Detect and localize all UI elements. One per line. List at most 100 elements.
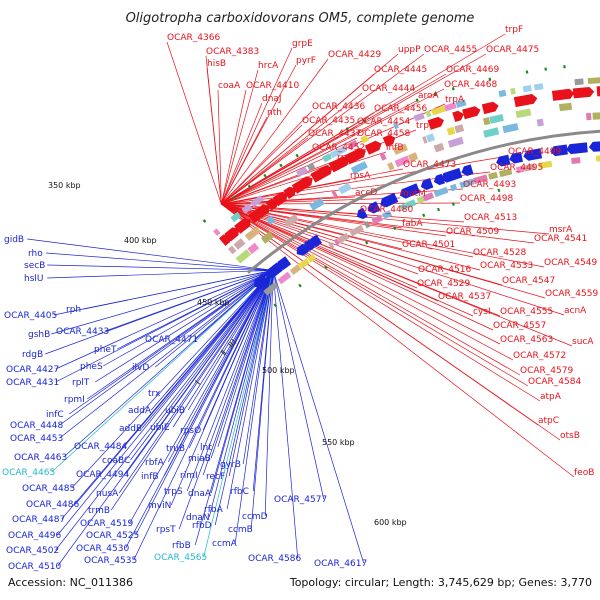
gene-label: OCAR_4559	[545, 289, 598, 299]
outer-cog-block	[444, 102, 457, 112]
gene-label: dnaA	[188, 489, 212, 499]
label-line	[221, 92, 363, 205]
label-line	[170, 270, 274, 506]
outer-gc-tick	[433, 92, 437, 96]
gene-label: OCAR_4496	[8, 531, 61, 541]
forward-strand-arrow	[265, 198, 278, 211]
gene-label: rpsO	[180, 426, 201, 436]
gene-label: OCAR_4555	[500, 307, 553, 317]
gene-label: trpB	[416, 121, 435, 131]
label-line	[250, 270, 274, 530]
gene-label: OCAR_4529	[417, 279, 470, 289]
mid-cog-block	[559, 102, 572, 112]
label-line	[221, 124, 303, 205]
label-line	[221, 102, 263, 205]
mid-cog-block	[489, 114, 504, 124]
gene-label: OCAR_4366	[167, 33, 220, 43]
inner-cog-block	[247, 242, 260, 255]
gene-label: rpoN	[337, 153, 359, 163]
gene-label: dnaJ	[262, 94, 282, 104]
forward-strand-arrow	[481, 101, 499, 115]
label-line	[150, 270, 274, 411]
label-line	[217, 89, 222, 205]
kbp-ruler: 350 kbp 400 kbp 450 kbp 500 kbp 550 kbp 600 k…	[48, 181, 407, 527]
reverse-strand-arrow	[566, 142, 588, 155]
label-line	[221, 129, 417, 205]
inner-gc-tick	[298, 283, 302, 288]
label-line	[47, 269, 274, 279]
gene-label: rimI	[180, 471, 198, 481]
gene-label: trmB	[88, 506, 110, 516]
inner-cog-block	[502, 123, 519, 134]
gene-label: OCAR_4435	[302, 116, 355, 126]
inner-cog-block	[235, 249, 252, 264]
reverse-strand-arrow	[550, 144, 568, 157]
mid-cog-block	[244, 226, 261, 241]
mid-cog-block	[350, 161, 368, 175]
gene-label: sucA	[572, 337, 594, 347]
gene-label: OCAR_4586	[248, 554, 301, 564]
gene-label: gshB	[28, 330, 50, 340]
mid-cog-block	[422, 136, 428, 144]
outer-gc-tick	[295, 153, 299, 158]
inner-cog-block	[283, 214, 299, 228]
gene-label: trpA	[445, 95, 465, 105]
forward-strand-arrow	[427, 116, 444, 130]
inner-gc-tick	[273, 303, 278, 308]
inner-gc-tick	[324, 265, 328, 270]
rev-cog-block	[473, 174, 488, 185]
gene-label: trx	[148, 389, 161, 399]
label-line	[130, 270, 274, 461]
gene-label: OCAR_4565	[154, 553, 207, 563]
forward-strand-arrow	[272, 192, 288, 207]
outer-gc-tick	[263, 173, 267, 178]
reverse-strand-arrow	[303, 239, 315, 251]
reverse-strand-arrow	[588, 141, 600, 152]
gene-label: rfbB	[172, 541, 191, 551]
gene-label: nusA	[96, 489, 119, 499]
outer-cog-block	[241, 203, 253, 214]
label-line	[57, 270, 274, 567]
label-line	[51, 270, 274, 335]
gene-label: secB	[24, 261, 45, 271]
gene-label: pheT	[94, 345, 117, 355]
mid-cog-block	[515, 108, 532, 119]
rev-cog-block	[459, 178, 475, 189]
topology-text: Topology: circular; Length: 3,745,629 bp…	[289, 576, 592, 589]
gene-label: OCAR_4405	[4, 311, 57, 321]
gene-label: OCAR_4513	[464, 213, 517, 223]
gene-label: atpC	[538, 416, 559, 426]
kbp-label: 400 kbp	[124, 236, 157, 245]
outer-cog-block	[360, 135, 369, 144]
gene-label: otsB	[560, 431, 580, 441]
inner-gc-tick	[497, 188, 501, 193]
rev-cog-block	[382, 210, 392, 220]
gene-label: trpF	[505, 25, 523, 35]
kbp-tick	[221, 349, 227, 355]
label-line	[217, 270, 274, 448]
gene-label: addB	[119, 424, 142, 434]
reverse-strand-arrow	[523, 148, 543, 161]
outer-gc-tick	[415, 98, 419, 102]
gene-label: rplT	[72, 378, 90, 388]
label-line	[61, 270, 274, 520]
gene-label: rfbC	[230, 487, 249, 497]
gene-label: OCAR_4383	[206, 47, 259, 57]
outer-cog-block	[306, 162, 316, 171]
gene-label: hrcA	[258, 61, 279, 71]
reverse-strand-arrow	[399, 183, 421, 199]
inner-gc-tick	[436, 207, 441, 212]
gene-label: OCAR_4563	[500, 335, 553, 345]
rev-cog-block	[416, 195, 425, 204]
label-line	[187, 270, 274, 411]
gene-label: dnaN	[186, 513, 210, 523]
rev-cog-block	[263, 282, 279, 296]
inner-cog-block	[447, 136, 464, 148]
gene-label: mviN	[148, 501, 171, 511]
gene-label: rpsT	[156, 525, 176, 535]
gene-label: pyrF	[296, 56, 316, 66]
gene-label: coaBC	[102, 456, 130, 466]
label-line	[202, 270, 274, 476]
rev-cog-block	[595, 155, 600, 162]
gene-label: OCAR_4577	[274, 495, 327, 505]
